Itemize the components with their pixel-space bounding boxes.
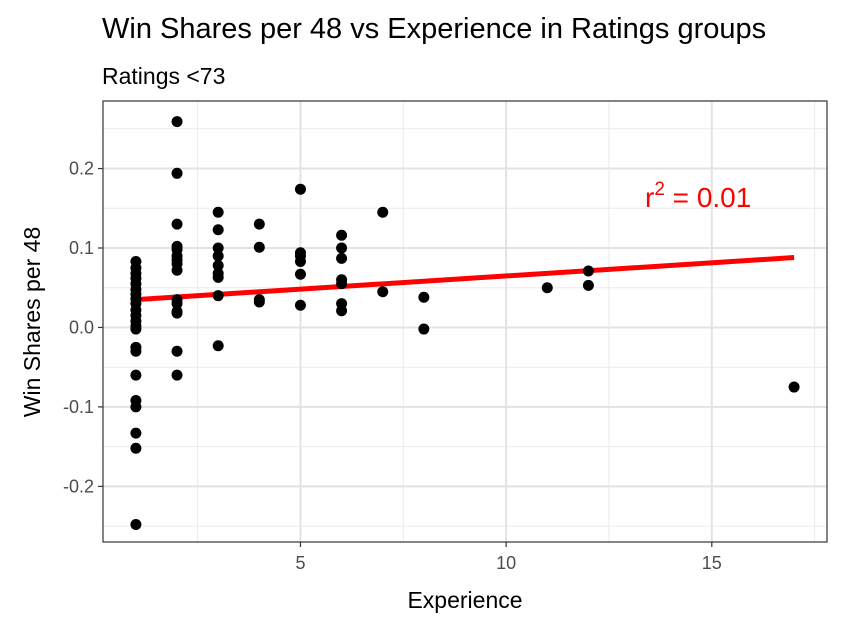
data-point <box>788 381 800 393</box>
data-point <box>253 218 265 230</box>
data-point <box>130 369 142 381</box>
x-tick-label: 5 <box>295 553 305 573</box>
data-point <box>212 206 224 218</box>
data-point <box>171 264 183 276</box>
data-point <box>294 268 306 280</box>
data-point <box>541 282 553 294</box>
r-squared-exponent: 2 <box>654 179 665 200</box>
y-tick-label: -0.1 <box>63 397 94 417</box>
y-axis-title: Win Shares per 48 <box>19 227 45 417</box>
data-point <box>212 250 224 262</box>
trend-line <box>135 255 795 303</box>
data-point <box>130 427 142 439</box>
data-point <box>418 291 430 303</box>
data-point <box>294 299 306 311</box>
data-point <box>294 256 306 268</box>
data-point <box>582 265 594 277</box>
data-point <box>171 167 183 179</box>
data-point <box>377 286 389 298</box>
data-point <box>336 242 348 254</box>
data-point <box>130 442 142 454</box>
x-axis-title: Experience <box>407 587 522 613</box>
data-point <box>336 252 348 264</box>
data-point <box>171 218 183 230</box>
r-squared-value: = 0.01 <box>665 182 751 213</box>
data-point <box>130 345 142 357</box>
data-point <box>171 298 183 310</box>
data-point <box>212 340 224 352</box>
x-tick-label: 10 <box>496 553 516 573</box>
data-point <box>130 519 142 531</box>
data-point <box>294 183 306 195</box>
data-point <box>171 345 183 357</box>
data-point <box>171 369 183 381</box>
data-point <box>130 401 142 413</box>
data-point <box>253 296 265 308</box>
data-point <box>212 224 224 236</box>
major-gridlines <box>103 101 827 542</box>
minor-gridlines <box>103 101 827 542</box>
data-point <box>253 241 265 253</box>
data-point <box>212 259 224 271</box>
data-point <box>582 279 594 291</box>
data-points <box>130 116 800 531</box>
data-point <box>377 206 389 218</box>
plot-panel <box>103 101 827 542</box>
x-axis-ticks: 5 10 15 <box>295 542 722 573</box>
data-point <box>418 323 430 335</box>
chart-subtitle: Ratings <73 <box>102 63 225 89</box>
y-tick-label: -0.2 <box>63 476 94 496</box>
data-point <box>336 229 348 241</box>
data-point <box>336 305 348 317</box>
data-point <box>336 278 348 290</box>
y-tick-label: 0.2 <box>69 159 94 179</box>
r-squared-base: r <box>645 182 654 213</box>
chart-title: Win Shares per 48 vs Experience in Ratin… <box>102 13 766 45</box>
data-point <box>171 307 183 319</box>
data-point <box>212 242 224 254</box>
data-point <box>212 271 224 283</box>
y-tick-label: 0.0 <box>69 317 94 337</box>
x-tick-label: 15 <box>702 553 722 573</box>
panel-border <box>102 100 828 543</box>
y-tick-label: 0.1 <box>69 238 94 258</box>
data-point <box>171 116 183 128</box>
r-squared-annotation: r2 = 0.01 <box>645 179 751 213</box>
data-point <box>130 323 142 335</box>
data-point <box>212 290 224 302</box>
y-axis-ticks: -0.2 -0.1 0.0 0.1 0.2 <box>63 159 103 496</box>
